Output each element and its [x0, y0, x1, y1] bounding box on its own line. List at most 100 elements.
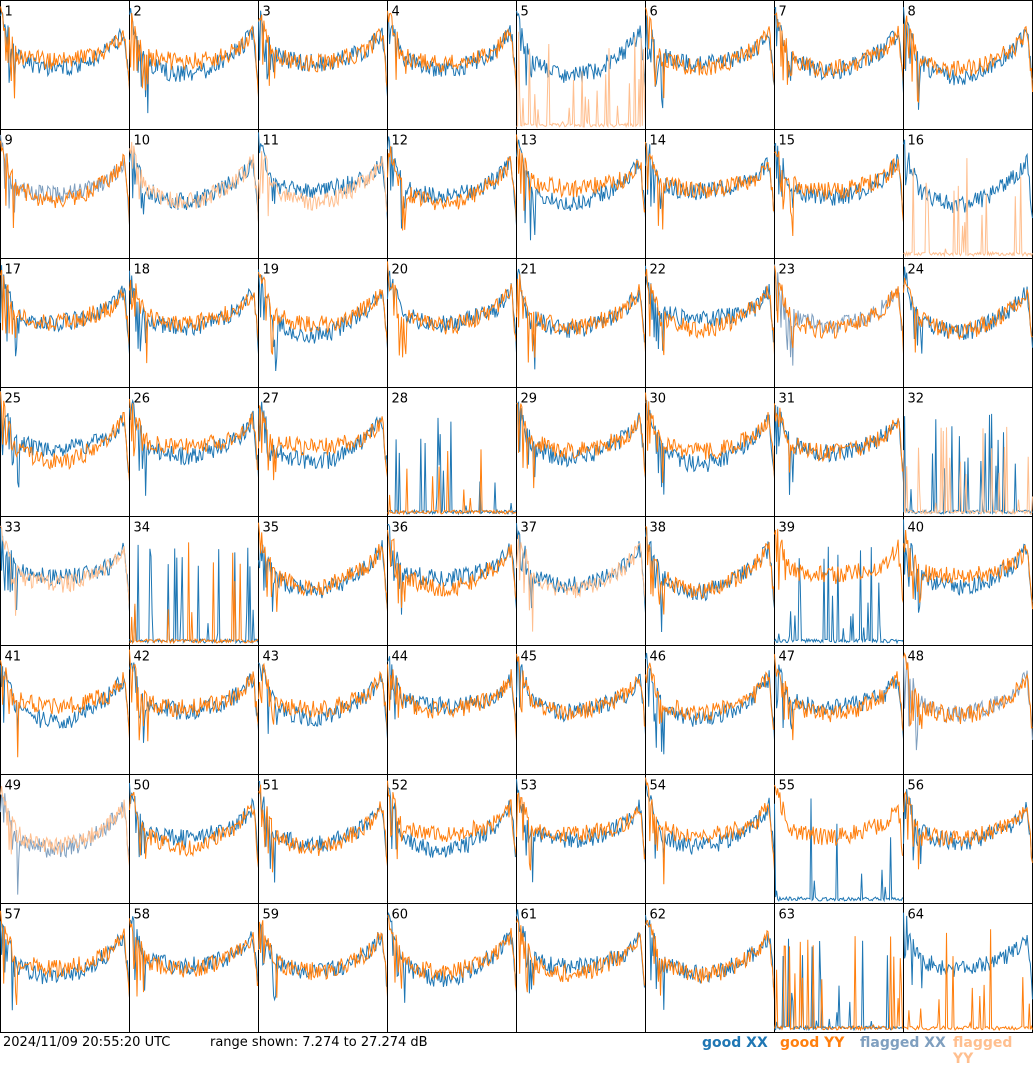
- series-yy-line: [129, 542, 259, 645]
- panel-42: 42: [129, 645, 259, 775]
- series-yy-line: [258, 662, 388, 735]
- panel-label: 21: [521, 263, 538, 278]
- panel-64: 64: [903, 903, 1033, 1033]
- series-xx-line: [645, 652, 775, 755]
- panel-label: 13: [521, 134, 538, 149]
- series-yy-line: [0, 786, 130, 867]
- series-xx-line: [516, 779, 646, 883]
- series-yy-line: [645, 777, 775, 885]
- panel-label: 14: [650, 134, 667, 149]
- panel-28: 28: [387, 387, 517, 517]
- series-xx-line: [645, 265, 775, 351]
- series-xx-line: [129, 8, 259, 114]
- panel-label: 48: [908, 650, 925, 665]
- panel-label: 12: [392, 134, 409, 149]
- panel-frame: [516, 774, 646, 904]
- series-yy-line: [903, 529, 1033, 610]
- series-yy-line: [258, 14, 388, 89]
- panel-57: 57: [0, 903, 130, 1033]
- series-xx-line: [387, 417, 517, 516]
- panel-19: 19: [258, 258, 388, 388]
- panel-label: 43: [263, 650, 280, 665]
- panel-1: 1: [0, 0, 130, 130]
- panel-label: 16: [908, 134, 925, 149]
- series-xx-line: [516, 909, 646, 994]
- panel-51: 51: [258, 774, 388, 904]
- series-yy-line: [774, 403, 904, 473]
- panel-label: 59: [263, 908, 280, 923]
- panel-label: 33: [5, 521, 22, 536]
- series-yy-line: [129, 279, 259, 364]
- panel-17: 17: [0, 258, 130, 388]
- panel-frame: [645, 516, 775, 646]
- panel-30: 30: [645, 387, 775, 517]
- series-yy-line: [129, 141, 259, 225]
- panel-label: 23: [779, 263, 796, 278]
- panel-label: 47: [779, 650, 796, 665]
- panel-frame: [903, 516, 1033, 646]
- series-yy-line: [645, 392, 775, 483]
- series-yy-line: [0, 6, 130, 99]
- series-xx-line: [258, 401, 388, 469]
- panel-22: 22: [645, 258, 775, 388]
- series-yy-line: [0, 269, 130, 347]
- panel-3: 3: [258, 0, 388, 130]
- series-yy-line: [903, 15, 1033, 104]
- panel-20: 20: [387, 258, 517, 388]
- series-yy-line: [903, 277, 1033, 353]
- panel-label: 4: [392, 5, 400, 20]
- panel-2: 2: [129, 0, 259, 130]
- panel-7: 7: [774, 0, 904, 130]
- panel-label: 51: [263, 779, 280, 794]
- panel-48: 48: [903, 645, 1033, 775]
- panel-frame: [387, 129, 517, 259]
- series-xx-line: [903, 912, 1033, 1000]
- range-label: range shown: 7.274 to 27.274 dB: [210, 1035, 428, 1050]
- series-xx-line: [645, 15, 775, 109]
- series-yy-line: [516, 402, 646, 489]
- panel-21: 21: [516, 258, 646, 388]
- series-xx-line: [258, 662, 388, 739]
- panel-10: 10: [129, 129, 259, 259]
- series-yy-line: [774, 654, 904, 741]
- series-yy-line: [903, 652, 1033, 729]
- panel-label: 20: [392, 263, 409, 278]
- series-xx-line: [903, 139, 1033, 219]
- panel-label: 2: [134, 5, 142, 20]
- series-xx-line: [0, 390, 130, 488]
- panel-16: 16: [903, 129, 1033, 259]
- series-yy-line: [387, 780, 517, 860]
- panel-12: 12: [387, 129, 517, 259]
- panel-label: 26: [134, 392, 151, 407]
- panel-frame: [258, 387, 388, 517]
- panel-36: 36: [387, 516, 517, 646]
- panel-14: 14: [645, 129, 775, 259]
- panel-label: 41: [5, 650, 22, 665]
- series-yy-line: [258, 522, 388, 612]
- series-yy-line: [774, 150, 904, 237]
- panel-label: 46: [650, 650, 667, 665]
- series-xx-line: [516, 523, 646, 614]
- series-xx-line: [0, 793, 130, 895]
- panel-39: 39: [774, 516, 904, 646]
- panel-label: 3: [263, 5, 271, 20]
- series-xx-line: [387, 787, 517, 859]
- series-yy-line: [258, 405, 388, 481]
- series-yy-line: [258, 151, 388, 217]
- series-xx-line: [903, 656, 1033, 751]
- series-xx-line: [129, 782, 259, 869]
- series-xx-line: [0, 665, 130, 733]
- series-yy-line: [0, 910, 130, 1006]
- panel-label: 54: [650, 779, 667, 794]
- panel-frame: [387, 0, 517, 130]
- panel-label: 6: [650, 5, 658, 20]
- panel-32: 32: [903, 387, 1033, 517]
- series-yy-line: [774, 528, 904, 604]
- panel-label: 8: [908, 5, 916, 20]
- panel-label: 38: [650, 521, 667, 536]
- panel-33: 33: [0, 516, 130, 646]
- panel-label: 49: [5, 779, 22, 794]
- panel-47: 47: [774, 645, 904, 775]
- panel-5: 5: [516, 0, 646, 130]
